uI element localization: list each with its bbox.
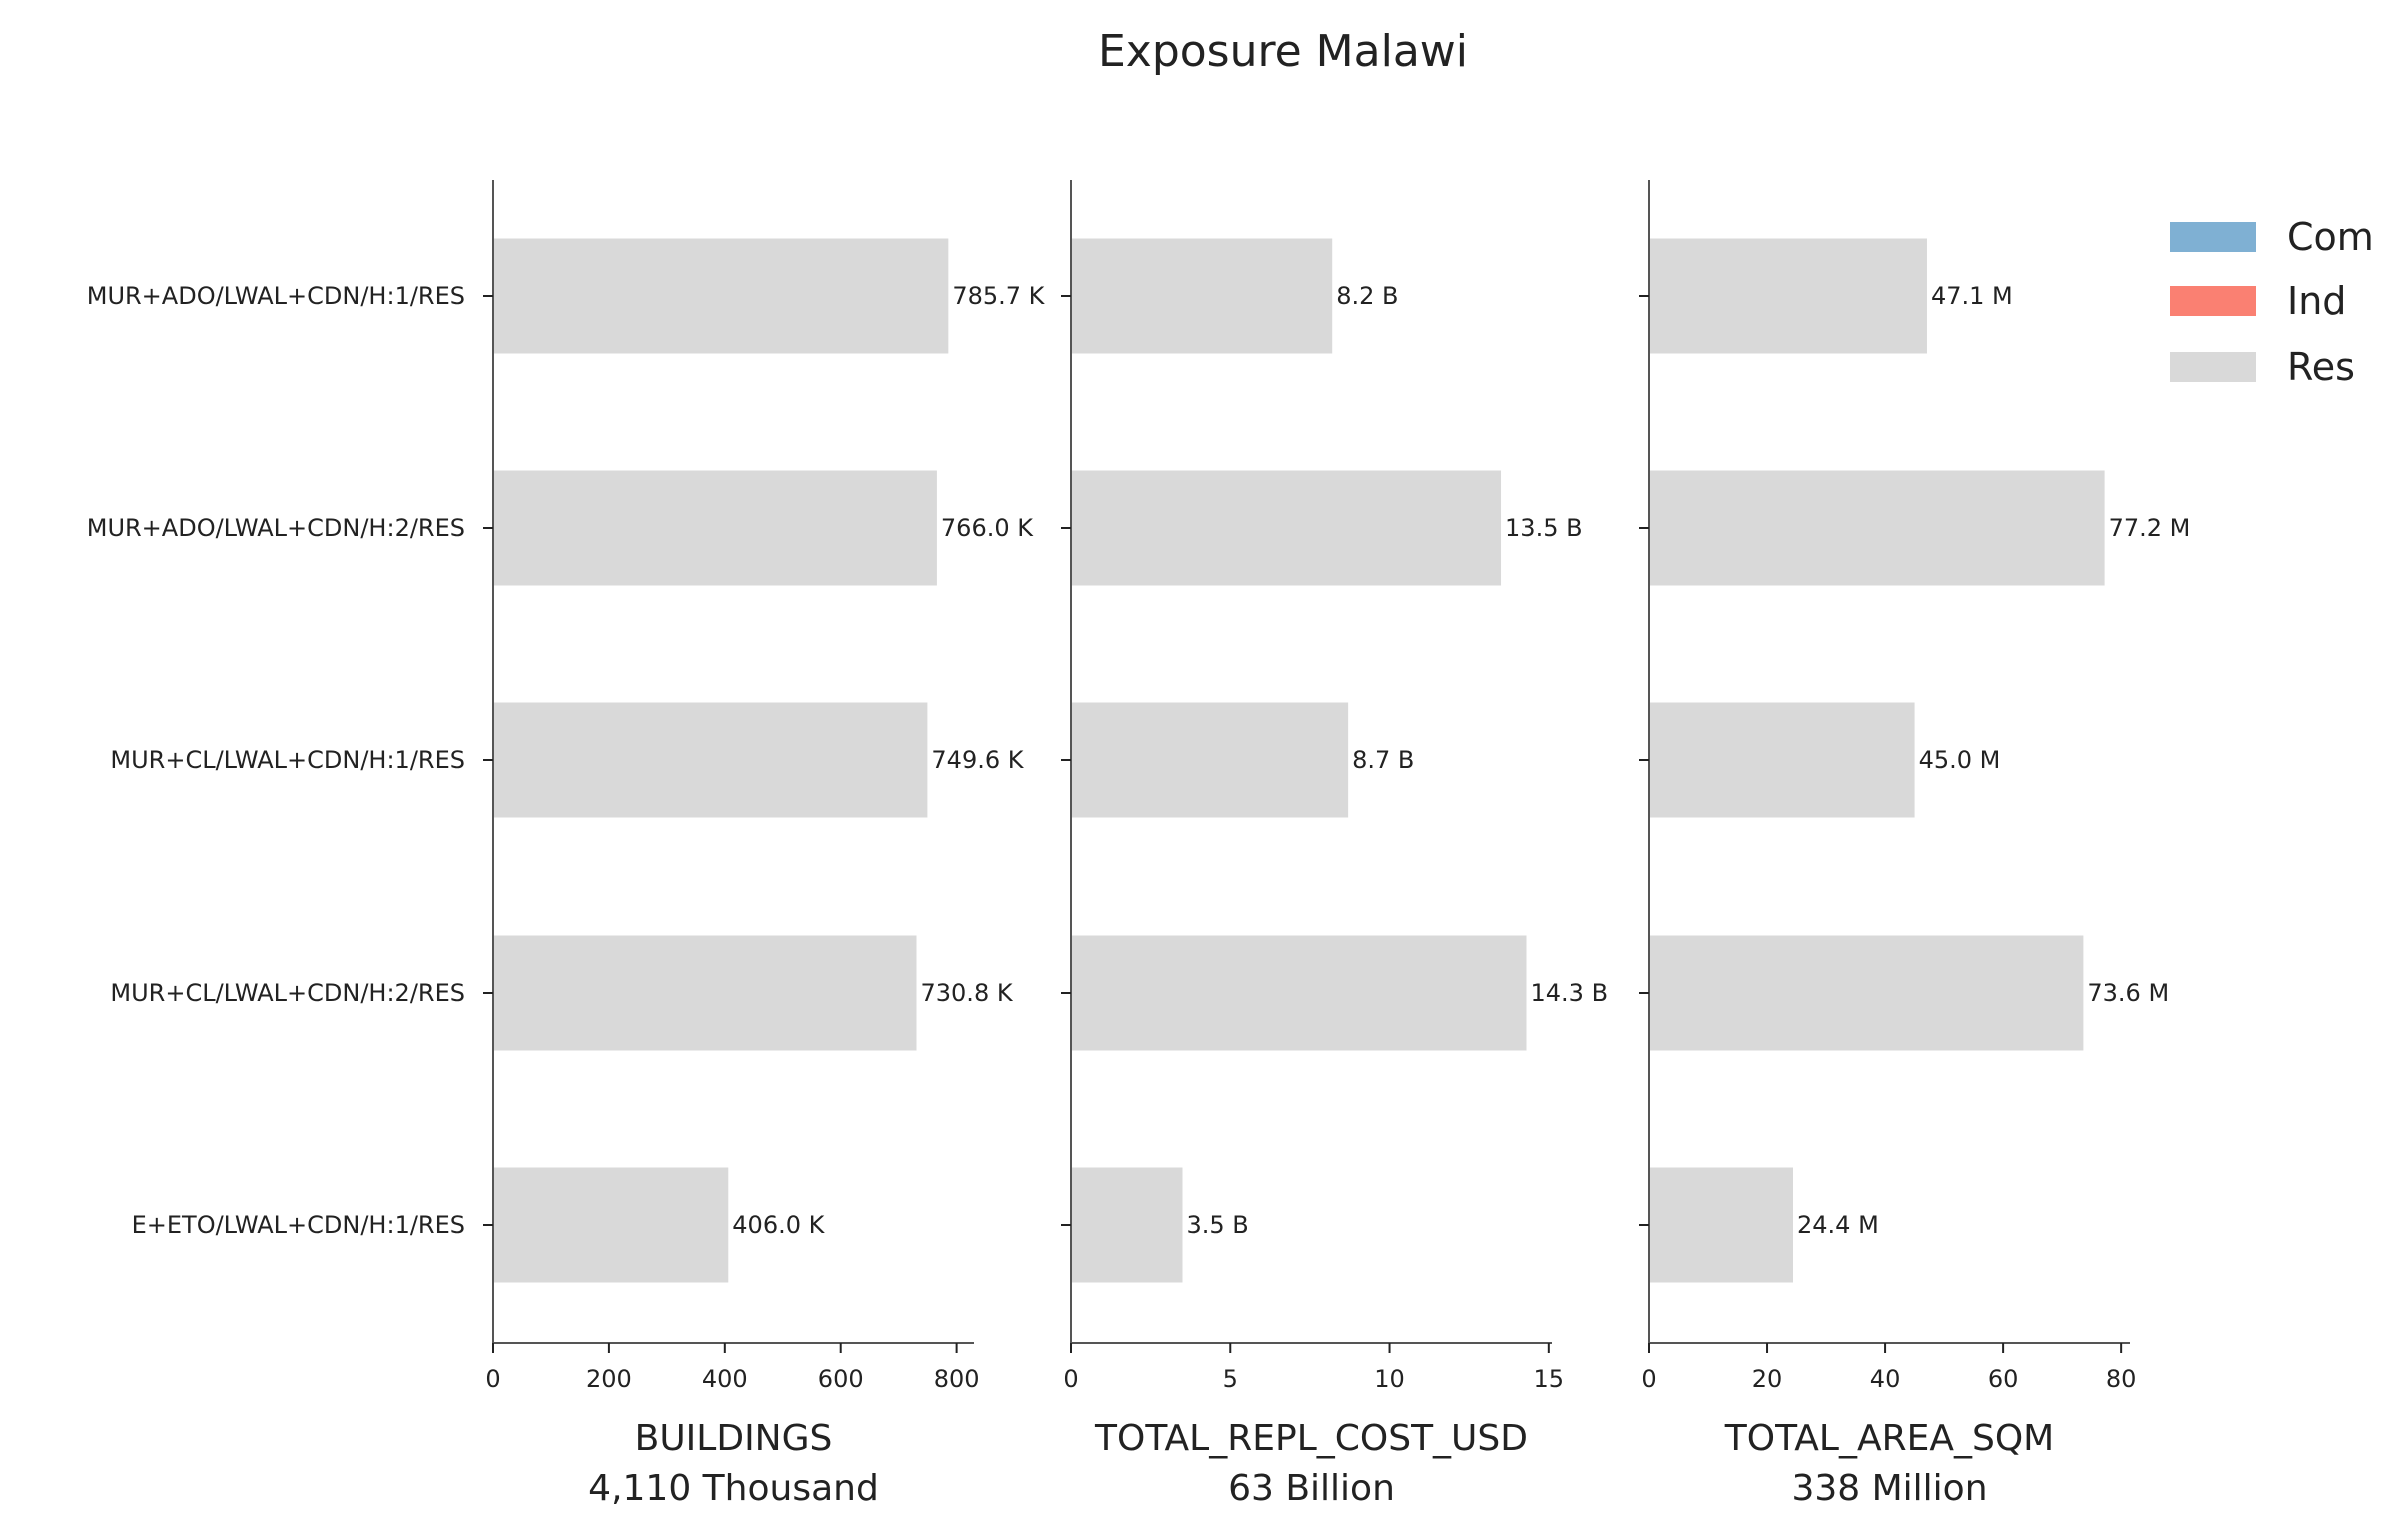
- bar-value-label: 13.5 B: [1505, 514, 1583, 542]
- x-axis-total: 338 Million: [1791, 1468, 1987, 1509]
- legend-swatch-com: [2170, 222, 2256, 252]
- legend: Com Ind Res: [2170, 215, 2374, 389]
- x-tick-label: 60: [1988, 1365, 2019, 1393]
- x-tick-label: 0: [485, 1365, 500, 1393]
- x-tick-label: 600: [818, 1365, 864, 1393]
- bar-res: [493, 1167, 729, 1283]
- legend-swatch-ind: [2170, 286, 2256, 316]
- x-tick-label: 40: [1870, 1365, 1901, 1393]
- bar-res: [493, 470, 937, 586]
- bar-res: [493, 935, 917, 1051]
- bar-res: [1071, 1167, 1183, 1283]
- bar-value-label: 3.5 B: [1186, 1211, 1248, 1239]
- x-tick-label: 400: [702, 1365, 748, 1393]
- legend-label-res: Res: [2287, 345, 2355, 389]
- bar-value-label: 749.6 K: [931, 746, 1024, 774]
- bar-res: [1649, 470, 2105, 586]
- legend-label-ind: Ind: [2287, 279, 2346, 323]
- x-axis-label: TOTAL_REPL_COST_USD: [1094, 1418, 1528, 1459]
- bar-value-label: 73.6 M: [2087, 979, 2169, 1007]
- x-tick-label: 20: [1752, 1365, 1783, 1393]
- bar-value-label: 24.4 M: [1797, 1211, 1879, 1239]
- bar-value-label: 47.1 M: [1931, 282, 2013, 310]
- x-tick-label: 0: [1063, 1365, 1078, 1393]
- x-tick-label: 0: [1641, 1365, 1656, 1393]
- bar-value-label: 8.7 B: [1352, 746, 1414, 774]
- bar-res: [1071, 935, 1527, 1051]
- bar-value-label: 77.2 M: [2109, 514, 2191, 542]
- x-tick-label: 200: [586, 1365, 632, 1393]
- bar-res: [1071, 470, 1502, 586]
- bar-value-label: 766.0 K: [941, 514, 1034, 542]
- category-label: MUR+CL/LWAL+CDN/H:2/RES: [110, 979, 465, 1007]
- bar-value-label: 406.0 K: [732, 1211, 825, 1239]
- chart-panels: 785.7 K 766.0 K 749.6 K 730.8 K 406.0 K MUR+A…: [87, 180, 2190, 1509]
- legend-label-com: Com: [2287, 215, 2374, 259]
- x-axis-total: 63 Billion: [1228, 1468, 1395, 1509]
- bar-value-label: 8.2 B: [1336, 282, 1398, 310]
- chart-title: Exposure Malawi: [1098, 26, 1468, 77]
- category-label: E+ETO/LWAL+CDN/H:1/RES: [132, 1211, 465, 1239]
- bar-value-label: 785.7 K: [952, 282, 1045, 310]
- panel-3: 47.1 M 77.2 M 45.0 M 73.6 M 24.4 M 0 20 40 60 80 T…: [1639, 180, 2190, 1509]
- x-tick-label: 5: [1223, 1365, 1238, 1393]
- bar-value-label: 14.3 B: [1531, 979, 1609, 1007]
- x-axis-label: BUILDINGS: [635, 1418, 833, 1459]
- category-label: MUR+CL/LWAL+CDN/H:1/RES: [110, 746, 465, 774]
- category-label: MUR+ADO/LWAL+CDN/H:2/RES: [87, 514, 465, 542]
- x-tick-label: 15: [1534, 1365, 1565, 1393]
- x-tick-label: 10: [1374, 1365, 1405, 1393]
- x-axis-total: 4,110 Thousand: [588, 1468, 879, 1509]
- panel-1: 785.7 K 766.0 K 749.6 K 730.8 K 406.0 K MUR+A…: [87, 180, 1046, 1509]
- x-tick-label: 80: [2106, 1365, 2137, 1393]
- bar-res: [1649, 702, 1915, 818]
- bar-res: [1649, 935, 2084, 1051]
- category-label: MUR+ADO/LWAL+CDN/H:1/RES: [87, 282, 465, 310]
- bar-res: [493, 238, 949, 354]
- x-axis-label: TOTAL_AREA_SQM: [1724, 1418, 2054, 1459]
- legend-swatch-res: [2170, 352, 2256, 382]
- bar-value-label: 730.8 K: [921, 979, 1014, 1007]
- bar-res: [493, 702, 928, 818]
- bar-res: [1649, 238, 1927, 354]
- panel-2: 8.2 B 13.5 B 8.7 B 14.3 B 3.5 B 0 5 10 15TOTAL_R…: [1061, 180, 1608, 1509]
- bar-res: [1071, 702, 1349, 818]
- bar-res: [1649, 1167, 1794, 1283]
- x-tick-label: 800: [934, 1365, 980, 1393]
- bar-value-label: 45.0 M: [1919, 746, 2001, 774]
- bar-res: [1071, 238, 1333, 354]
